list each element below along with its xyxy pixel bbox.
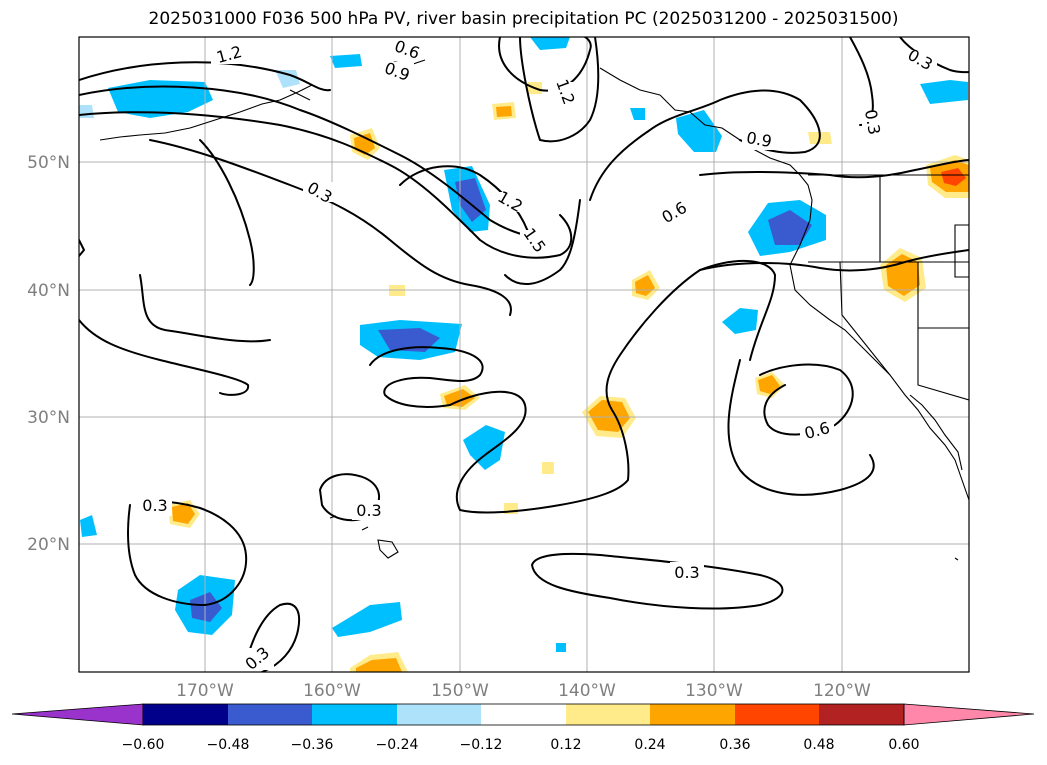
pos-blob xyxy=(356,658,402,672)
colorbar-segment xyxy=(143,704,228,725)
colorbar-segment xyxy=(819,704,904,725)
lat-label-50n: 50°N xyxy=(27,153,70,173)
lat-label-40n: 40°N xyxy=(27,281,70,301)
pv-contour-0.3-west xyxy=(149,139,512,316)
colorbar-tick: −0.24 xyxy=(376,737,419,753)
lat-label-20n: 20°N xyxy=(27,535,70,555)
pos-blob xyxy=(542,462,554,474)
pv-contour-0.6-west xyxy=(79,111,573,259)
colorbar-segment xyxy=(228,704,312,725)
north-american-coast xyxy=(659,94,969,501)
colorbar-tick: −0.60 xyxy=(122,737,165,753)
pv-contour-0.3-loop xyxy=(139,139,271,343)
neg-blob xyxy=(108,80,213,118)
longitude-labels: 170°W 160°W 150°W 140°W 130°W 120°W xyxy=(176,681,871,701)
pv-contour-1.5 xyxy=(399,165,531,239)
map-content: 1.2 0.6 0.9 1.2 0.3 0.3 1.2 1.5 0.6 0.9 … xyxy=(79,37,969,672)
pv-contour-0.3-sw-lower xyxy=(244,602,300,672)
small-island xyxy=(954,557,959,561)
pv-contour-0.3-left-lobe xyxy=(79,239,250,396)
neg-blob xyxy=(676,110,722,152)
neg-blob xyxy=(330,54,362,68)
lon-label-140w: 140°W xyxy=(558,681,616,701)
neg-blob xyxy=(275,70,300,88)
pv-contour-0.3-se xyxy=(727,359,875,496)
aleutian-islands xyxy=(99,84,313,141)
map-title: 2025031000 F036 500 hPa PV, river basin … xyxy=(148,9,899,29)
neg-blob xyxy=(378,328,440,352)
contour-label: 0.9 xyxy=(745,128,773,151)
pos-blob xyxy=(941,168,966,186)
pv-contour-0.3-north xyxy=(498,37,600,143)
colorbar-segment xyxy=(735,704,819,725)
pv-contour-0.9-west xyxy=(79,85,541,238)
pv-contour-0.6-east-long xyxy=(699,249,969,272)
pos-blob xyxy=(635,275,655,296)
colorbar-tick: −0.48 xyxy=(207,737,250,753)
colorbar: −0.60 −0.48 −0.36 −0.24 −0.12 0.12 0.24 … xyxy=(11,703,1035,753)
colorbar-segment xyxy=(481,704,566,725)
lat-label-30n: 30°N xyxy=(27,408,70,428)
neg-blob xyxy=(920,80,968,104)
colorbar-tick: −0.12 xyxy=(460,737,503,753)
pv-contour-0.6-main xyxy=(369,346,484,408)
pv-contours xyxy=(79,37,969,672)
pos-blob xyxy=(496,106,512,117)
pos-blob xyxy=(758,375,780,394)
map-frame xyxy=(78,36,970,673)
pv-contour-0.3-south xyxy=(531,552,784,610)
colorbar-extend-low xyxy=(11,703,144,726)
pv-contour-1.2-west xyxy=(79,61,331,92)
neg-blob xyxy=(530,37,570,50)
pv-contour-0.6-east xyxy=(589,89,821,201)
neg-blob xyxy=(722,308,758,334)
neg-blob xyxy=(768,210,812,245)
colorbar-ticks: −0.60 −0.48 −0.36 −0.24 −0.12 0.12 0.24 … xyxy=(122,737,920,753)
neg-blob xyxy=(190,592,222,622)
colorbar-tick: 0.60 xyxy=(888,737,919,753)
contour-label: 0.3 xyxy=(861,108,884,136)
colorbar-tick: 0.36 xyxy=(719,737,750,753)
neg-blob xyxy=(79,105,94,118)
us-state-lines xyxy=(808,175,969,401)
lon-label-120w: 120°W xyxy=(813,681,871,701)
lon-label-170w: 170°W xyxy=(176,681,234,701)
contour-label: 0.3 xyxy=(356,501,381,520)
colorbar-tick: 0.12 xyxy=(550,737,581,753)
colorbar-segment xyxy=(650,704,735,725)
colorbar-segment xyxy=(566,704,650,725)
contour-label: 0.3 xyxy=(674,563,699,582)
latitude-labels: 50°N 40°N 30°N 20°N xyxy=(27,153,70,555)
lon-label-130w: 130°W xyxy=(685,681,743,701)
pv-contour-0.3-central xyxy=(449,259,776,514)
pv-contour-0.6-ring xyxy=(759,363,854,436)
baja-coast xyxy=(909,394,963,471)
colorbar-tick: 0.48 xyxy=(803,737,834,753)
neg-blob xyxy=(80,515,97,537)
pos-blob xyxy=(172,503,195,524)
colorbar-tick: −0.36 xyxy=(291,737,334,753)
pv-contour-0.9-east xyxy=(699,159,969,179)
colorbar-segment xyxy=(312,704,397,725)
neg-blob xyxy=(332,602,402,637)
neg-blob xyxy=(630,108,645,120)
pv-contour-0.3-hawaii xyxy=(319,473,380,522)
colorbar-tick: 0.24 xyxy=(634,737,665,753)
contour-label: 0.3 xyxy=(142,496,167,515)
gridlines xyxy=(79,37,969,672)
map-background xyxy=(79,37,969,672)
colorbar-extend-high xyxy=(903,703,1035,726)
lon-label-160w: 160°W xyxy=(303,681,361,701)
contour-labels: 1.2 0.6 0.9 1.2 0.3 0.3 1.2 1.5 0.6 0.9 … xyxy=(138,37,937,672)
pv-contour-0.3-sw-loop xyxy=(126,500,248,606)
lon-label-150w: 150°W xyxy=(431,681,489,701)
neg-blob xyxy=(463,425,505,470)
pv-contour-0.6-arc xyxy=(504,199,581,286)
colorbar-segment xyxy=(397,704,481,725)
neg-blob xyxy=(556,643,566,652)
